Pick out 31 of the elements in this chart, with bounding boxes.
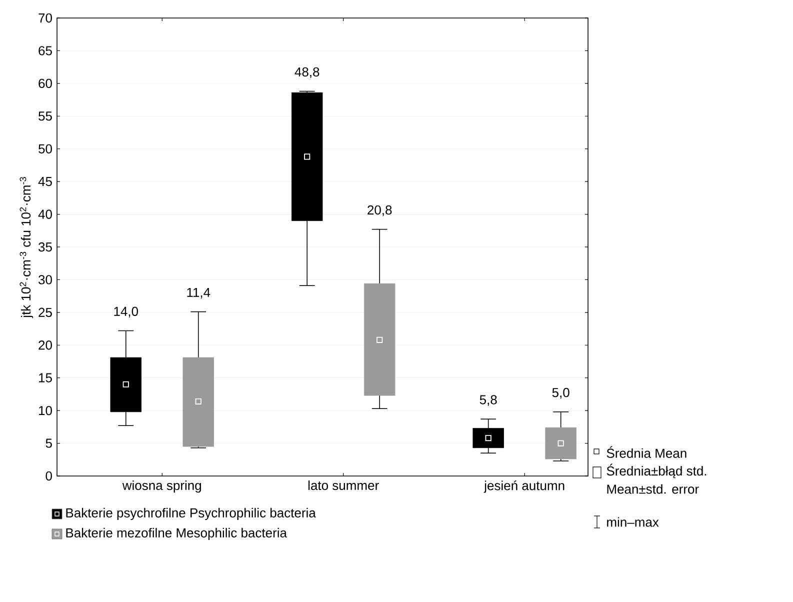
y-tick-label: 55 bbox=[38, 112, 52, 121]
y-tick-label: 20 bbox=[38, 340, 52, 350]
text: 48,8 bbox=[294, 67, 320, 78]
text: Mean±std. error bbox=[607, 484, 699, 494]
y-tick-label: 0 bbox=[46, 471, 52, 481]
y-tick-label: 25 bbox=[38, 308, 52, 318]
y-tick-label: 65 bbox=[38, 46, 52, 56]
y-tick-label: 10 bbox=[39, 406, 52, 416]
legend-label: Bakterie mezofilne Mesophilic bacteria bbox=[66, 528, 287, 540]
text: Średnia Mean bbox=[606, 446, 686, 458]
x-tick-label: lato summer bbox=[308, 480, 379, 490]
y-tick-label: 45 bbox=[38, 177, 52, 186]
y-axis-title: jtk 10$^{2}$·cm$^{-3}$ cfu 10$^{2}$·cm$^{-3}$ bbox=[20, 177, 34, 318]
text: 11,4 bbox=[187, 288, 210, 299]
y-tick-label: 70 bbox=[38, 13, 52, 23]
y-tick-label: 60 bbox=[38, 78, 52, 88]
legend-label: Bakterie psychrofilne Psychrophilic bacteria bbox=[66, 508, 316, 520]
y-tick-label: 50 bbox=[38, 144, 52, 154]
text: min–max bbox=[607, 517, 659, 527]
y-tick-label: 5 bbox=[46, 438, 52, 448]
text: 5,0 bbox=[552, 388, 570, 399]
y-tick-label: 35 bbox=[38, 242, 52, 252]
y-tick-label: 40 bbox=[38, 210, 52, 219]
x-tick-label: wiosna spring bbox=[122, 480, 201, 493]
text: Średnia±błąd std. bbox=[606, 464, 706, 478]
text: 14,0 bbox=[114, 306, 138, 318]
y-tick-label: 30 bbox=[38, 275, 52, 284]
text: 5,8 bbox=[480, 395, 497, 406]
text: 20,8 bbox=[368, 205, 392, 216]
x-tick-label: jesień autumn bbox=[484, 480, 564, 493]
y-tick-label: 15 bbox=[39, 373, 52, 382]
